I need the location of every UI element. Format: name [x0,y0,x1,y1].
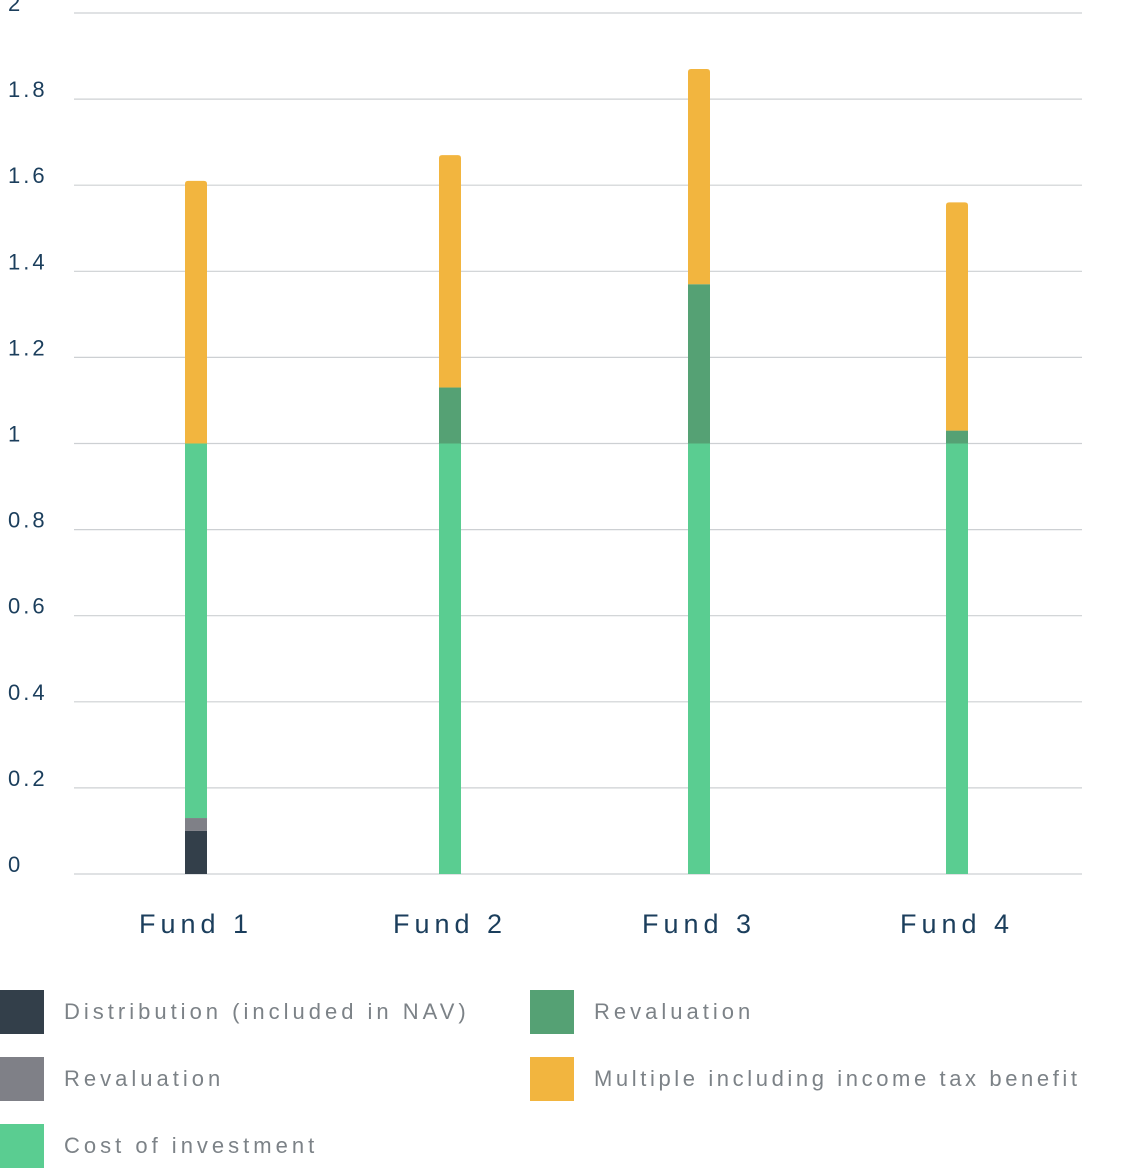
x-axis-ticks: Fund 1 Fund 2 Fund 3 Fund 4 [139,909,1014,939]
legend-swatch [530,990,574,1034]
legend-item-multiple: Multiple including income tax benefit [530,1057,1081,1101]
y-tick-label: 1.8 [8,77,48,102]
bar-segment [946,443,968,874]
bar-segment [946,430,968,444]
legend: Distribution (included in NAV) Revaluati… [0,990,1125,1169]
x-tick-label: Fund 4 [900,909,1014,939]
legend-swatch [0,1057,44,1101]
y-tick-label: 1.4 [8,249,48,274]
x-tick-label: Fund 3 [642,909,756,939]
y-axis-ticks: 0 0.2 0.4 0.6 0.8 1 1.2 1.4 1.6 1.8 2 [8,0,48,877]
legend-item-cost: Cost of investment [0,1124,318,1168]
y-tick-label: 1.2 [8,335,48,360]
y-tick-label: 1 [8,422,23,447]
bar-segment [688,443,710,874]
bar-segment [185,180,207,444]
legend-swatch [0,990,44,1034]
x-tick-label: Fund 2 [393,909,507,939]
gridlines [74,12,1082,875]
legend-label: Revaluation [594,999,755,1024]
legend-item-distribution: Distribution (included in NAV) [0,990,470,1034]
legend-swatch [0,1124,44,1168]
bar-segment [439,387,461,444]
bar-segment [688,284,710,444]
y-tick-label: 0.4 [8,680,48,705]
legend-item-revaluation-green: Revaluation [530,990,754,1034]
bars [185,68,968,874]
legend-label: Multiple including income tax benefit [594,1066,1081,1091]
legend-item-revaluation-grey: Revaluation [0,1057,224,1101]
bar-segment [439,155,461,388]
y-tick-label: 2 [8,0,23,16]
y-tick-label: 0.6 [8,594,48,619]
y-tick-label: 1.6 [8,163,48,188]
bar-segment [185,443,207,819]
legend-label: Revaluation [64,1066,225,1091]
stacked-bar-chart: 0 0.2 0.4 0.6 0.8 1 1.2 1.4 1.6 1.8 2 Fund 1 Fund 2… [8,0,1082,939]
legend-label: Cost of investment [64,1133,319,1158]
bar-segment [185,818,207,831]
y-tick-label: 0 [8,852,23,877]
bar-segment [688,68,710,285]
legend-label: Distribution (included in NAV) [64,999,470,1024]
y-tick-label: 0.8 [8,508,48,533]
bar-segment [185,830,207,874]
y-tick-label: 0.2 [8,766,48,791]
legend-swatch [530,1057,574,1101]
bar-segment [946,202,968,431]
bar-segment [439,443,461,874]
x-tick-label: Fund 1 [139,909,253,939]
